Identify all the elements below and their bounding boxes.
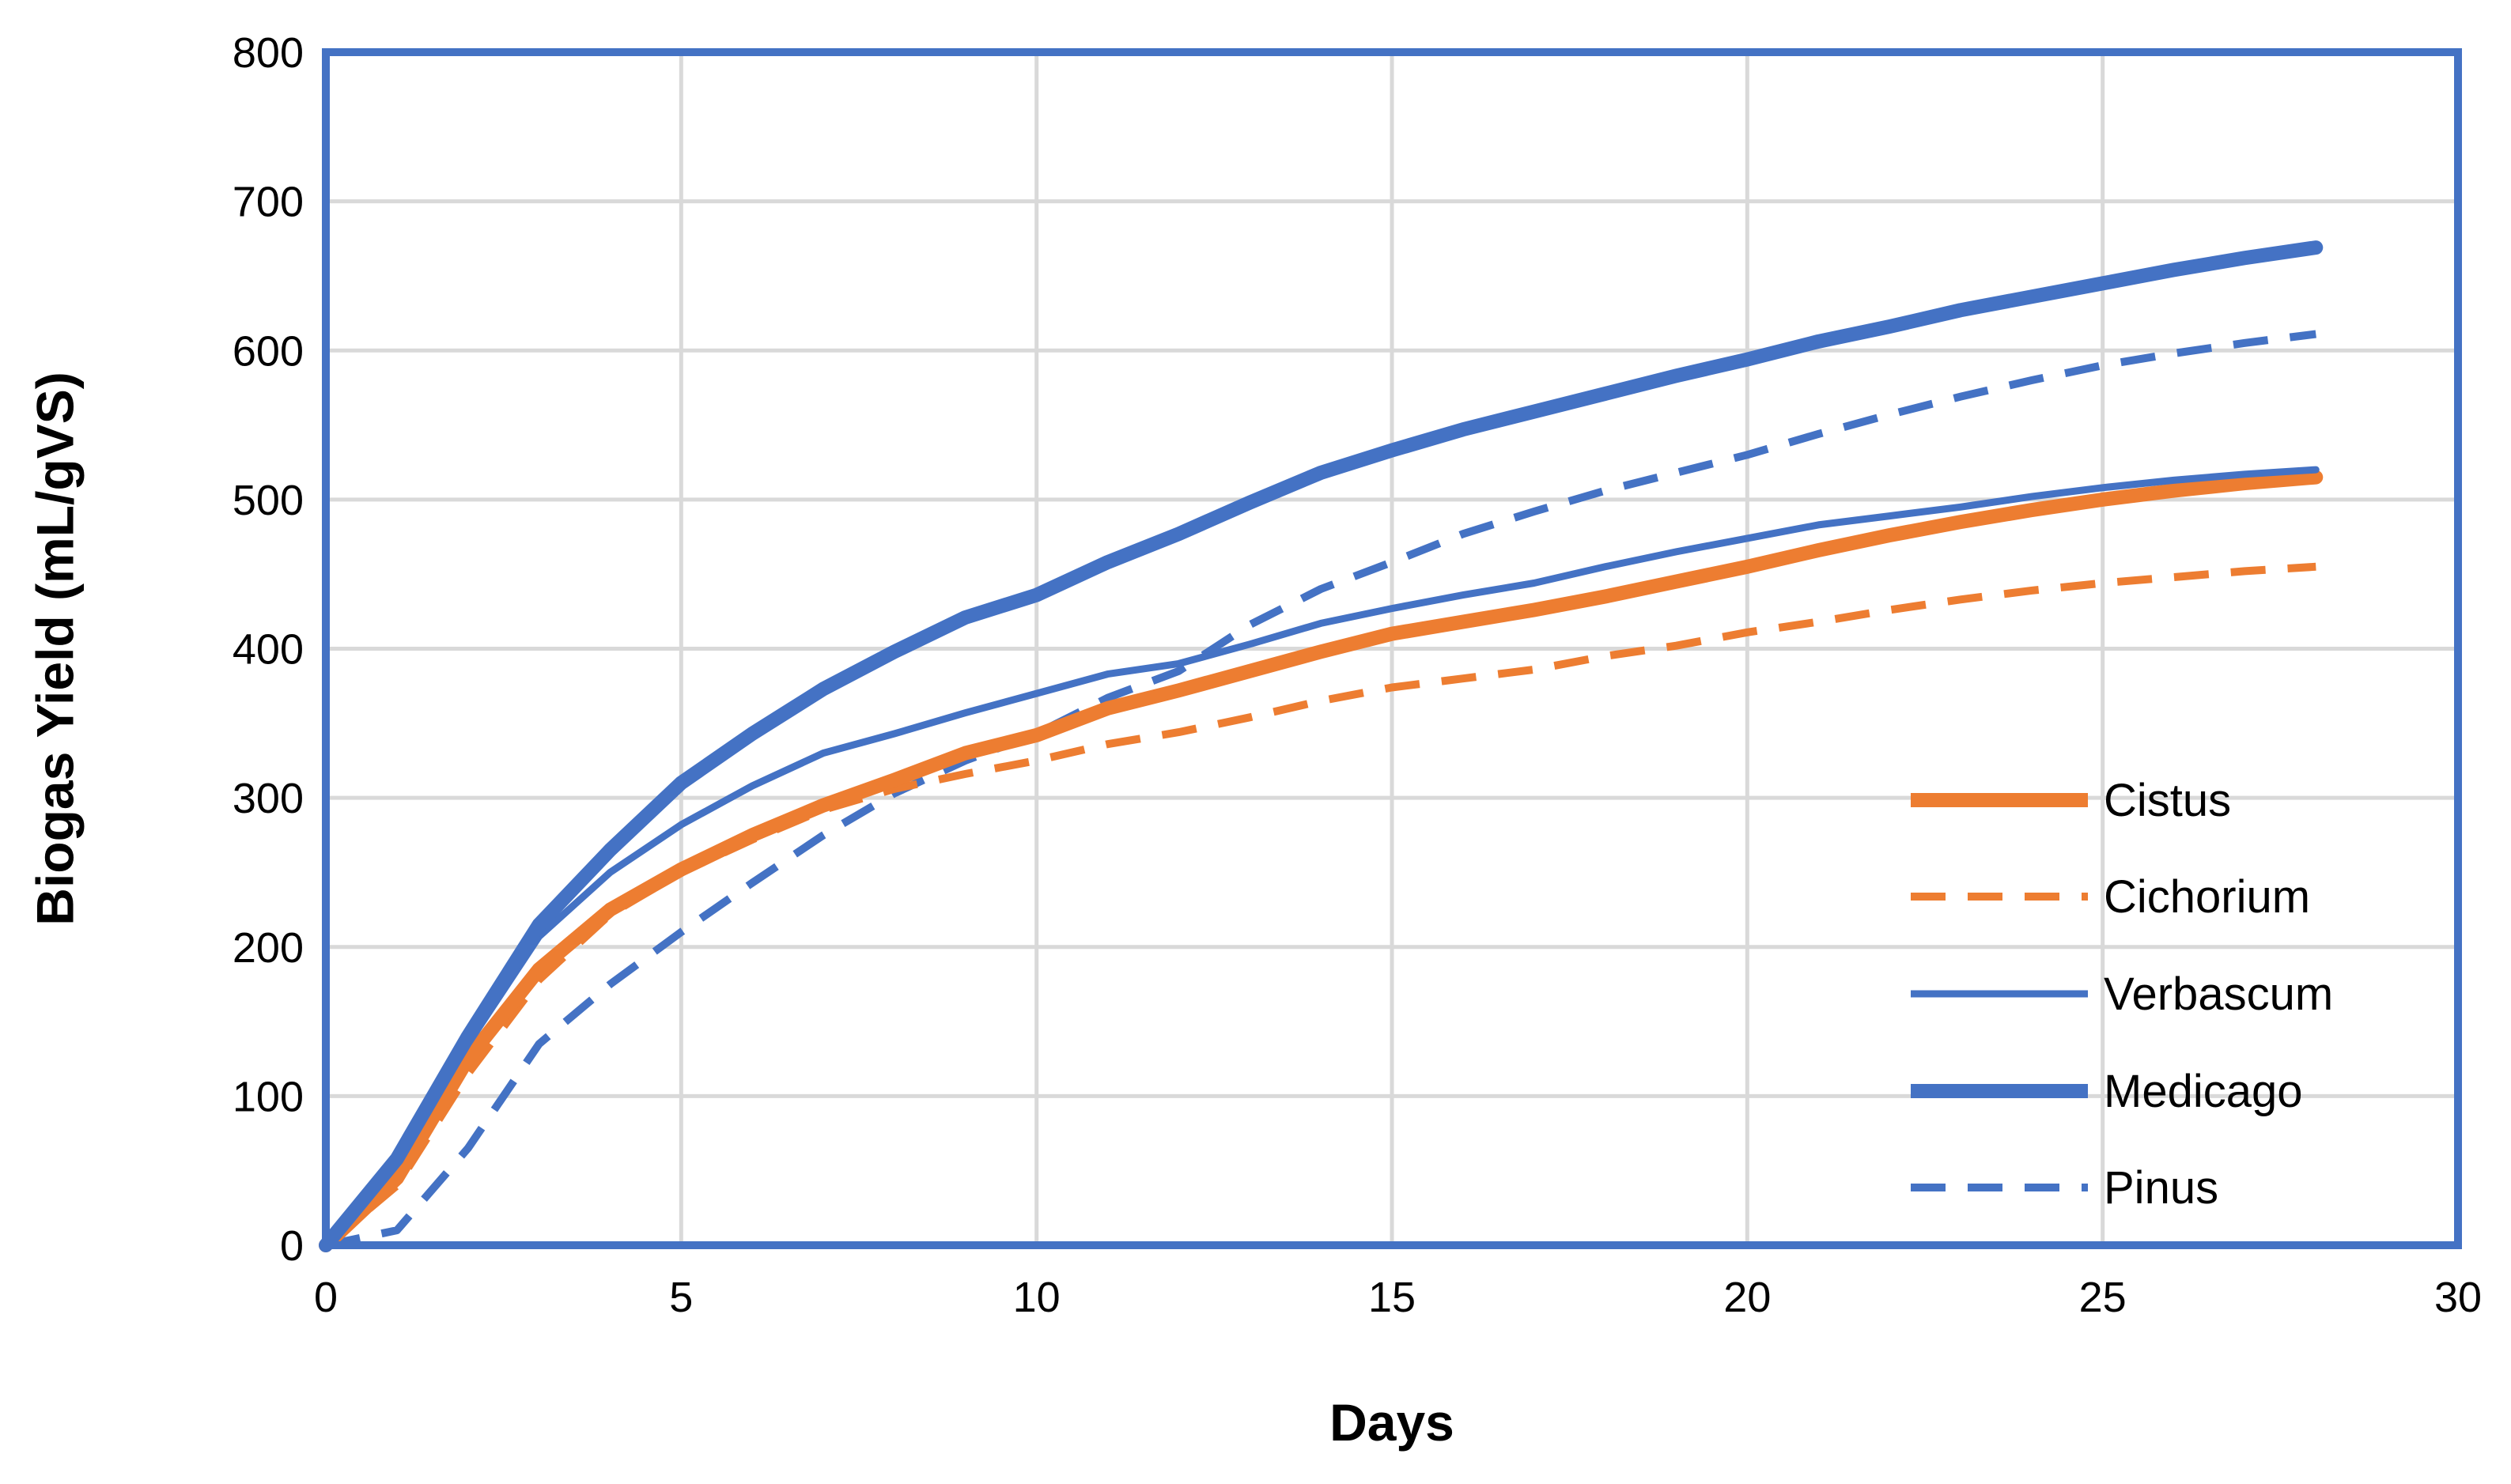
x-tick-label: 25: [2079, 1274, 2127, 1321]
legend-label-verbascum: Verbascum: [2104, 969, 2333, 1020]
y-tick-label: 100: [233, 1073, 304, 1120]
series-line-verbascum: [322, 466, 2320, 1249]
x-axis-title: Days: [1329, 1393, 1454, 1452]
x-tick-label: 15: [1368, 1274, 1416, 1321]
y-axis-title: Biogas Yield (mL/gVS): [25, 372, 84, 925]
legend-label-cichorium: Cichorium: [2104, 871, 2310, 923]
legend: Cistus Cichorium Verbascum Medicago Pinus: [1911, 775, 2333, 1214]
x-tick-label: 5: [669, 1274, 693, 1321]
y-axis-tick-labels: 0 100 200 300 400 500 600 700 800: [233, 29, 304, 1270]
series-line-cistus: [319, 470, 2324, 1252]
x-axis-tick-labels: 0 5 10 15 20 25 30: [314, 1274, 2482, 1321]
y-tick-label: 200: [233, 924, 304, 972]
x-tick-label: 30: [2434, 1274, 2482, 1321]
plot-area-frame: [322, 48, 2462, 1249]
legend-label-pinus: Pinus: [2104, 1162, 2218, 1214]
y-tick-label: 700: [233, 179, 304, 226]
y-tick-label: 0: [280, 1222, 304, 1270]
x-tick-label: 0: [314, 1274, 338, 1321]
legend-label-cistus: Cistus: [2104, 775, 2231, 826]
y-tick-label: 600: [233, 327, 304, 375]
legend-label-medicago: Medicago: [2104, 1066, 2302, 1117]
y-tick-label: 300: [233, 775, 304, 822]
y-tick-label: 500: [233, 477, 304, 524]
x-tick-label: 10: [1013, 1274, 1061, 1321]
series-line-pinus: [324, 330, 2316, 1249]
y-tick-label: 400: [233, 626, 304, 674]
series-line-medicago: [319, 240, 2324, 1252]
series-lines: [319, 240, 2324, 1252]
y-tick-label: 800: [233, 29, 304, 77]
x-tick-label: 20: [1723, 1274, 1771, 1321]
